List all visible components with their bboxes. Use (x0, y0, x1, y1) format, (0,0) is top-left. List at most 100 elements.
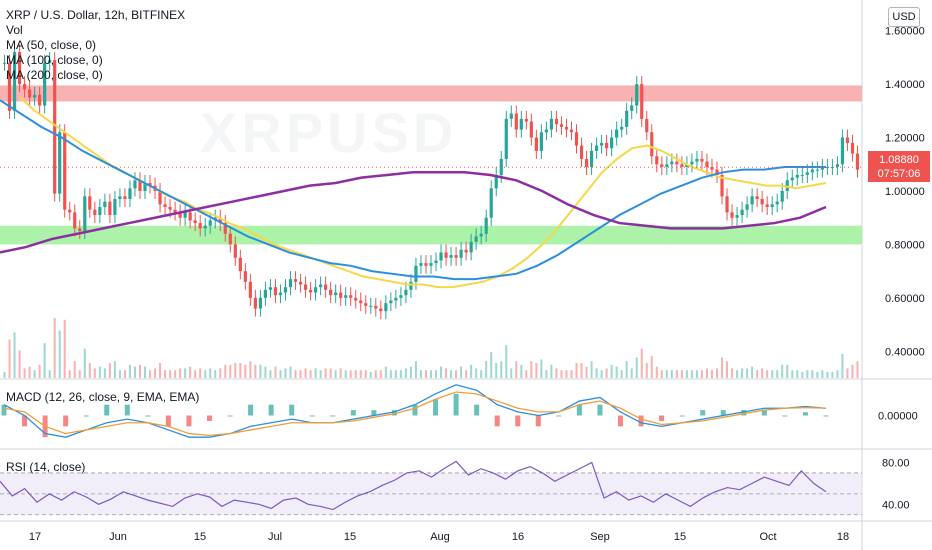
volume-bar (680, 370, 683, 378)
price-axis-tick: 0.60000 (885, 293, 925, 305)
candle-body (630, 105, 634, 111)
volume-bar (761, 368, 764, 378)
candle-body (419, 263, 423, 266)
candle-body (324, 284, 328, 290)
indicator-ma200[interactable]: MA (200, close, 0) (6, 68, 103, 82)
volume-bar (83, 348, 86, 378)
candle-body (795, 174, 799, 178)
volume-bar (424, 370, 427, 378)
volume-bar (259, 364, 262, 378)
volume-bar (38, 364, 41, 378)
indicator-ma100[interactable]: MA (100, close, 0) (6, 53, 103, 67)
candle-body (589, 150, 594, 167)
candle-body (183, 212, 187, 218)
candle-body (494, 174, 498, 189)
volume-bar (53, 318, 56, 378)
volume-bar (294, 370, 297, 378)
candle-body (670, 161, 674, 165)
candle-body (790, 177, 794, 181)
volume-bar (304, 368, 307, 378)
price-axis-tick: 1.20000 (885, 133, 925, 145)
price-axis-tick: 0.40000 (885, 346, 925, 358)
volume-bar (269, 370, 272, 378)
rsi-pane-label[interactable]: RSI (14, close) (6, 460, 86, 474)
volume-bar (164, 370, 167, 378)
volume-bar (239, 363, 242, 378)
volume-bar (204, 370, 207, 378)
volume-bar (485, 361, 488, 378)
macd-histogram-bar (659, 415, 665, 421)
macd-histogram-bar (618, 415, 623, 427)
macd-pane-label[interactable]: MACD (12, 26, close, 9, EMA, EMA) (6, 390, 200, 404)
time-axis-tick: 17 (29, 531, 41, 543)
candle-body (439, 252, 443, 261)
symbol-title[interactable]: XRP / U.S. Dollar, 12h, BITFINEX (6, 8, 186, 22)
volume-bar (23, 368, 26, 378)
macd-histogram-bar (22, 415, 28, 427)
volume-bar (670, 370, 673, 378)
macd-histogram-bar (638, 415, 644, 427)
volume-bar (3, 372, 6, 378)
candle-body (454, 255, 458, 258)
volume-bar (13, 332, 16, 378)
candle-body (680, 164, 684, 167)
volume-bar (475, 368, 478, 378)
volume-bar (851, 364, 854, 378)
candle-body (835, 164, 840, 167)
volume-bar (274, 366, 277, 378)
candle-body (815, 169, 819, 171)
candle-body (499, 158, 503, 175)
candle-body (83, 196, 87, 232)
volume-bar (113, 361, 116, 378)
volume-bar (595, 368, 598, 378)
volume-bar (133, 366, 136, 378)
candle-body (198, 223, 202, 229)
candle-body (519, 118, 523, 130)
volume-bar (856, 361, 859, 378)
candle-body (273, 287, 278, 296)
volume-bar (48, 370, 51, 378)
candle-body (188, 212, 192, 221)
volume-bar (8, 339, 11, 378)
volume-bar (329, 368, 332, 378)
volume-bar (690, 370, 693, 378)
candle-body (344, 295, 348, 298)
macd-histogram-bar (268, 404, 274, 416)
volume-bar (655, 366, 658, 378)
volume-bar (645, 363, 648, 378)
macd-histogram-bar (700, 410, 706, 416)
volume-bar (580, 363, 583, 378)
macd-histogram-bar (597, 404, 603, 416)
volume-bar (359, 370, 362, 378)
candle-body (258, 297, 263, 309)
candle-body (765, 204, 769, 208)
macd-histogram-bar (535, 415, 541, 427)
candle-body (695, 158, 699, 162)
macd-histogram-bar (433, 399, 439, 416)
volume-bar (344, 370, 347, 378)
candle-body (610, 137, 614, 149)
candle-body (399, 295, 403, 298)
candle-body (730, 212, 734, 218)
candle-body (855, 153, 860, 170)
candle-body (349, 295, 353, 298)
volume-bar (123, 370, 126, 378)
volume-bar (229, 364, 232, 378)
volume-bar (299, 370, 302, 378)
candle-body (735, 215, 739, 218)
support-zone (0, 225, 862, 245)
currency-button[interactable]: USD (888, 7, 920, 27)
volume-bar (445, 368, 448, 378)
candle-body (319, 284, 323, 288)
volume-bar (490, 352, 493, 378)
volume-bar (33, 370, 36, 378)
indicator-volume[interactable]: Vol (6, 23, 23, 37)
volume-bar (214, 370, 217, 378)
candle-body (313, 287, 318, 293)
volume-bar (560, 370, 563, 378)
indicator-ma50[interactable]: MA (50, close, 0) (6, 38, 97, 52)
candle-body (429, 263, 433, 266)
candle-body (605, 142, 609, 149)
candle-body (298, 281, 303, 285)
